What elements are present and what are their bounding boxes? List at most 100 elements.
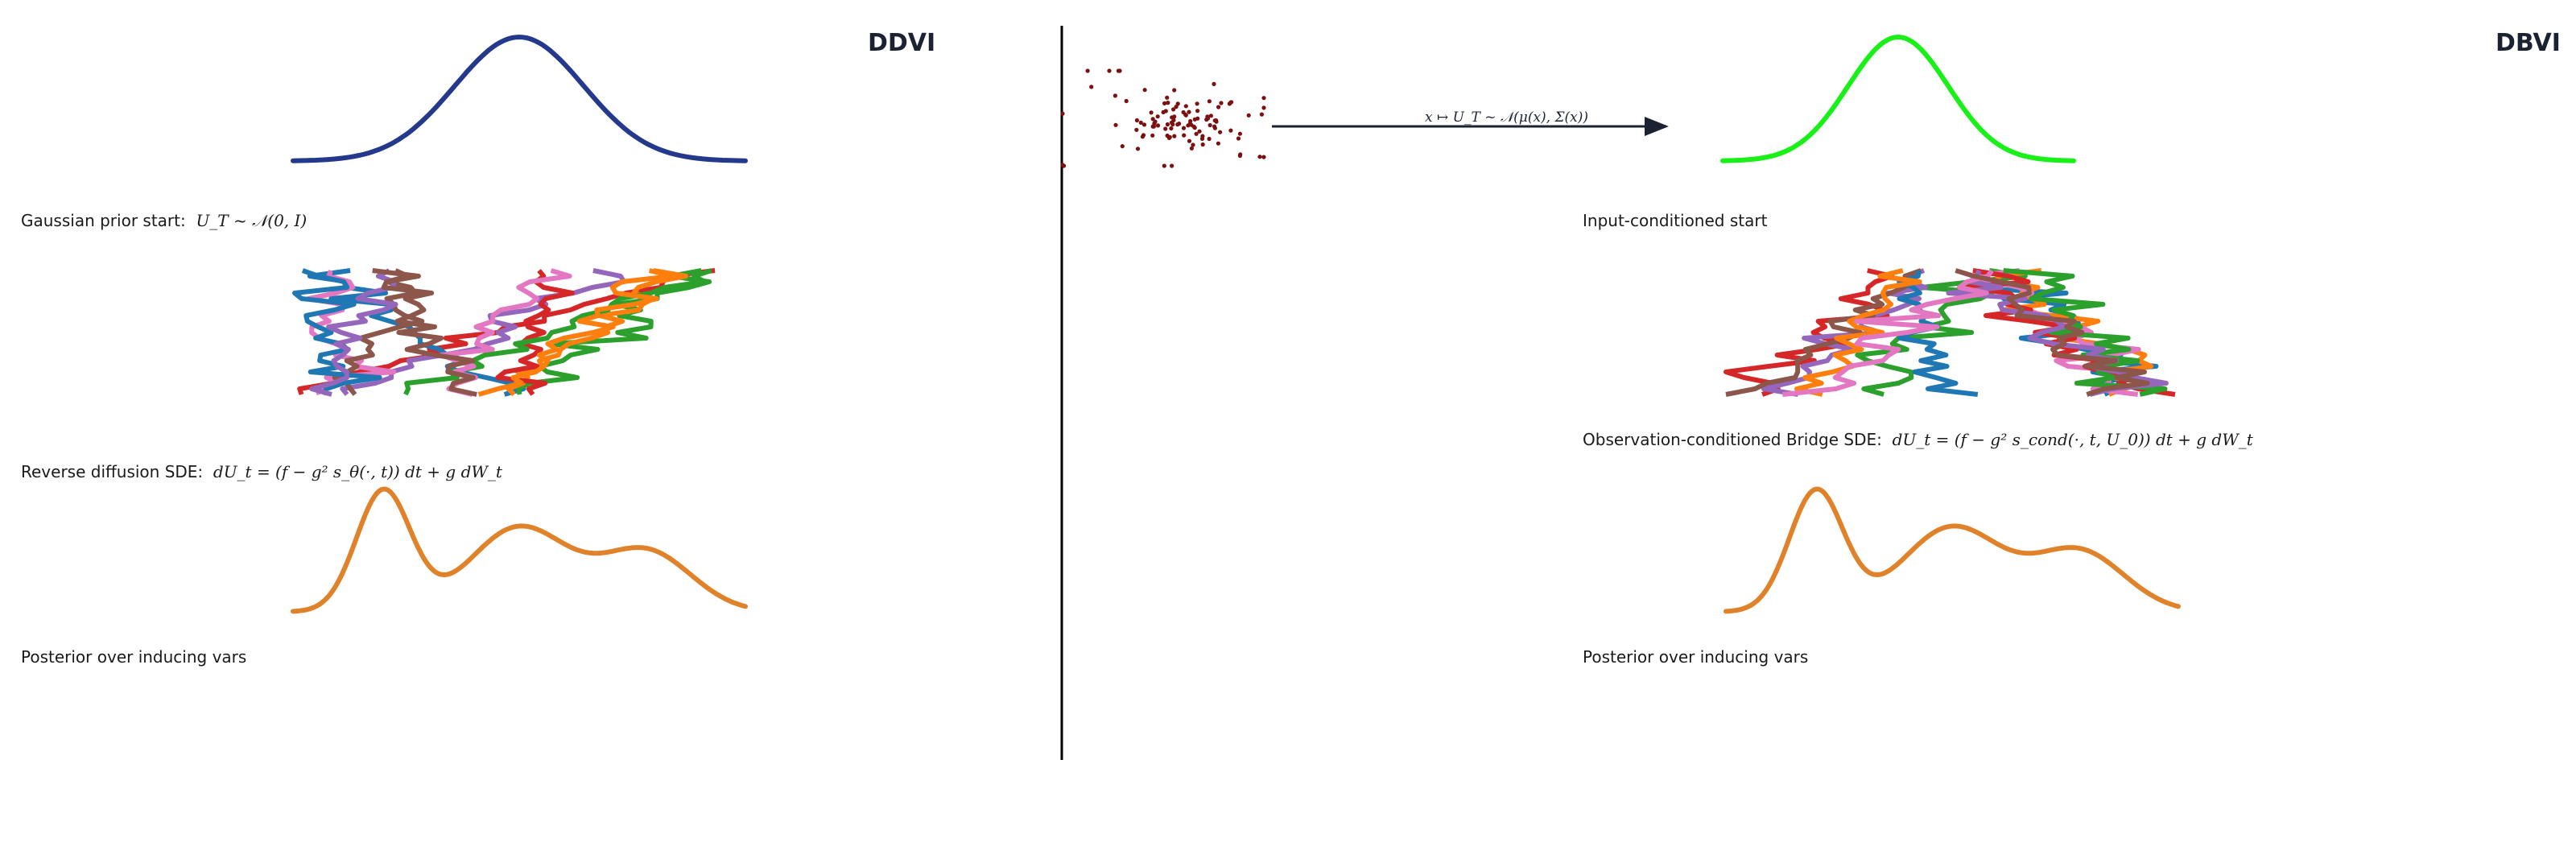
input-point: [1261, 105, 1266, 110]
dbvi-sde-formula: dU_t = (f − g² s_cond(·, t, U_0)) dt + g…: [1892, 430, 2253, 449]
input-point: [1169, 126, 1174, 131]
input-point: [1155, 114, 1160, 119]
input-point: [1195, 116, 1200, 121]
input-point: [1194, 131, 1199, 136]
dbvi-posterior-label: Posterior over inducing vars: [1583, 647, 1809, 667]
input-point: [1141, 133, 1146, 138]
dbvi-gaussian-prior-curve: [1720, 34, 2076, 163]
input-point: [1162, 101, 1167, 105]
input-point: [1166, 101, 1170, 105]
sample-path: [1724, 268, 1895, 397]
input-point: [1167, 134, 1172, 139]
input-point-cloud: [1060, 68, 1266, 168]
input-point: [1195, 109, 1200, 114]
input-point: [1149, 110, 1154, 115]
input-point: [1169, 120, 1174, 125]
input-point: [1135, 147, 1141, 151]
input-point: [1150, 133, 1155, 138]
input-point: [1171, 107, 1176, 112]
input-point: [1189, 146, 1194, 151]
input-point: [1261, 96, 1266, 101]
sample-path: [306, 269, 397, 396]
input-point: [1200, 142, 1205, 147]
input-point: [1163, 126, 1168, 131]
input-point: [1120, 144, 1125, 149]
ddvi-diffusion-paths: [292, 268, 716, 397]
dbvi-title: DBVI: [2496, 29, 2561, 57]
input-point: [1172, 134, 1177, 138]
input-point: [1212, 118, 1217, 123]
input-point: [1208, 122, 1212, 128]
dbvi-sde-text: Observation-conditioned Bridge SDE:: [1583, 430, 1882, 449]
input-point: [1216, 141, 1220, 146]
input-point: [1170, 163, 1174, 168]
input-point: [1187, 138, 1192, 143]
input-point: [1237, 131, 1242, 136]
input-point: [1218, 130, 1223, 134]
input-point: [1183, 104, 1188, 109]
ddvi-prior-label: Gaussian prior start: U_T ~ 𝒩(0, I): [21, 211, 307, 230]
input-point: [1124, 98, 1129, 104]
input-point: [1181, 126, 1187, 130]
mapping-label: x ↦ U_T ~ 𝒩(μ(x), Σ(x)): [1425, 109, 1588, 126]
input-point: [1261, 155, 1266, 159]
ddvi-title: DDVI: [868, 29, 936, 57]
input-point: [1191, 124, 1196, 129]
input-point: [1060, 163, 1065, 167]
input-point: [1182, 133, 1187, 138]
input-point: [1142, 88, 1147, 93]
sample-path: [1955, 268, 2150, 397]
input-point: [1197, 129, 1202, 134]
input-point: [1172, 114, 1177, 119]
input-point: [1162, 163, 1166, 168]
sample-path: [1794, 268, 1922, 397]
input-point: [1207, 99, 1212, 104]
input-point: [1228, 128, 1233, 133]
input-point: [1089, 85, 1094, 89]
dbvi-sde-label: Observation-conditioned Bridge SDE: dU_t…: [1583, 430, 2253, 449]
input-point: [1246, 113, 1251, 118]
input-point: [1208, 114, 1213, 118]
input-point: [1085, 68, 1090, 73]
sample-path: [495, 269, 575, 396]
input-point: [1155, 123, 1161, 128]
ddvi-sde-label: Reverse diffusion SDE: dU_t = (f − g² s_…: [21, 462, 502, 481]
ddvi-gaussian-prior-curve: [291, 34, 748, 163]
input-point: [1204, 117, 1209, 122]
input-point: [1236, 136, 1241, 141]
input-point: [1107, 68, 1112, 73]
dbvi-posterior-curve: [1724, 486, 2181, 614]
input-point: [1207, 136, 1212, 142]
input-point: [1113, 122, 1118, 127]
input-point: [1165, 122, 1170, 127]
sample-path: [309, 268, 398, 397]
sample-path: [516, 268, 712, 395]
dbvi-prior-label: Input-conditioned start: [1583, 211, 1768, 230]
input-point: [1177, 122, 1182, 126]
input-point: [1153, 119, 1158, 124]
input-point: [1195, 101, 1199, 106]
input-point: [1219, 101, 1224, 105]
input-point: [1134, 127, 1139, 132]
input-point: [1259, 112, 1264, 117]
ddvi-prior-text: Gaussian prior start:: [21, 211, 186, 230]
sample-path: [1725, 268, 1922, 397]
input-point: [1237, 153, 1242, 159]
ddvi-sde-text: Reverse diffusion SDE:: [21, 462, 204, 481]
ddvi-sde-formula: dU_t = (f − g² s_θ(·, t)) dt + g dW_t: [213, 462, 502, 481]
input-point: [1257, 155, 1262, 159]
input-point: [1174, 105, 1179, 109]
input-point: [1191, 142, 1195, 147]
input-point: [1163, 109, 1168, 114]
input-point: [1138, 120, 1143, 125]
input-point: [1187, 109, 1191, 114]
sample-path: [1782, 269, 1994, 397]
input-point: [1116, 68, 1121, 73]
input-point: [1172, 88, 1177, 93]
sample-path: [1962, 268, 2176, 397]
input-point: [1216, 105, 1221, 109]
input-point: [1212, 126, 1217, 130]
sample-path: [477, 268, 675, 397]
sample-path: [372, 268, 477, 397]
